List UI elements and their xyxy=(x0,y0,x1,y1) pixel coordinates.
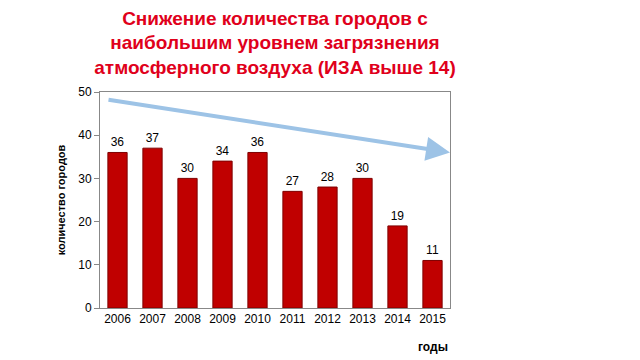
svg-text:2009: 2009 xyxy=(209,312,236,326)
svg-text:годы: годы xyxy=(418,340,448,354)
svg-text:2008: 2008 xyxy=(174,312,201,326)
svg-text:36: 36 xyxy=(111,135,125,149)
svg-text:30: 30 xyxy=(181,161,195,175)
svg-text:2012: 2012 xyxy=(314,312,341,326)
svg-text:0: 0 xyxy=(85,301,92,315)
svg-text:30: 30 xyxy=(356,161,370,175)
svg-text:Снижение количества городов сн: Снижение количества городов снаибольшим … xyxy=(94,8,455,78)
svg-text:10: 10 xyxy=(78,258,92,272)
svg-text:40: 40 xyxy=(78,128,92,142)
svg-text:количество городов: количество городов xyxy=(55,144,67,255)
svg-text:2007: 2007 xyxy=(139,312,166,326)
svg-text:50: 50 xyxy=(78,85,92,99)
svg-text:11: 11 xyxy=(426,243,439,257)
svg-text:2011: 2011 xyxy=(280,312,306,326)
svg-text:2014: 2014 xyxy=(384,312,411,326)
svg-text:30: 30 xyxy=(78,172,92,186)
svg-text:2006: 2006 xyxy=(104,312,131,326)
svg-text:20: 20 xyxy=(78,215,92,229)
svg-text:2015: 2015 xyxy=(419,312,446,326)
svg-text:37: 37 xyxy=(146,131,160,145)
svg-text:2010: 2010 xyxy=(244,312,271,326)
svg-text:19: 19 xyxy=(391,209,405,223)
svg-text:27: 27 xyxy=(286,174,300,188)
svg-text:2013: 2013 xyxy=(349,312,376,326)
svg-text:36: 36 xyxy=(251,135,265,149)
svg-text:34: 34 xyxy=(216,144,230,158)
svg-text:28: 28 xyxy=(321,170,335,184)
